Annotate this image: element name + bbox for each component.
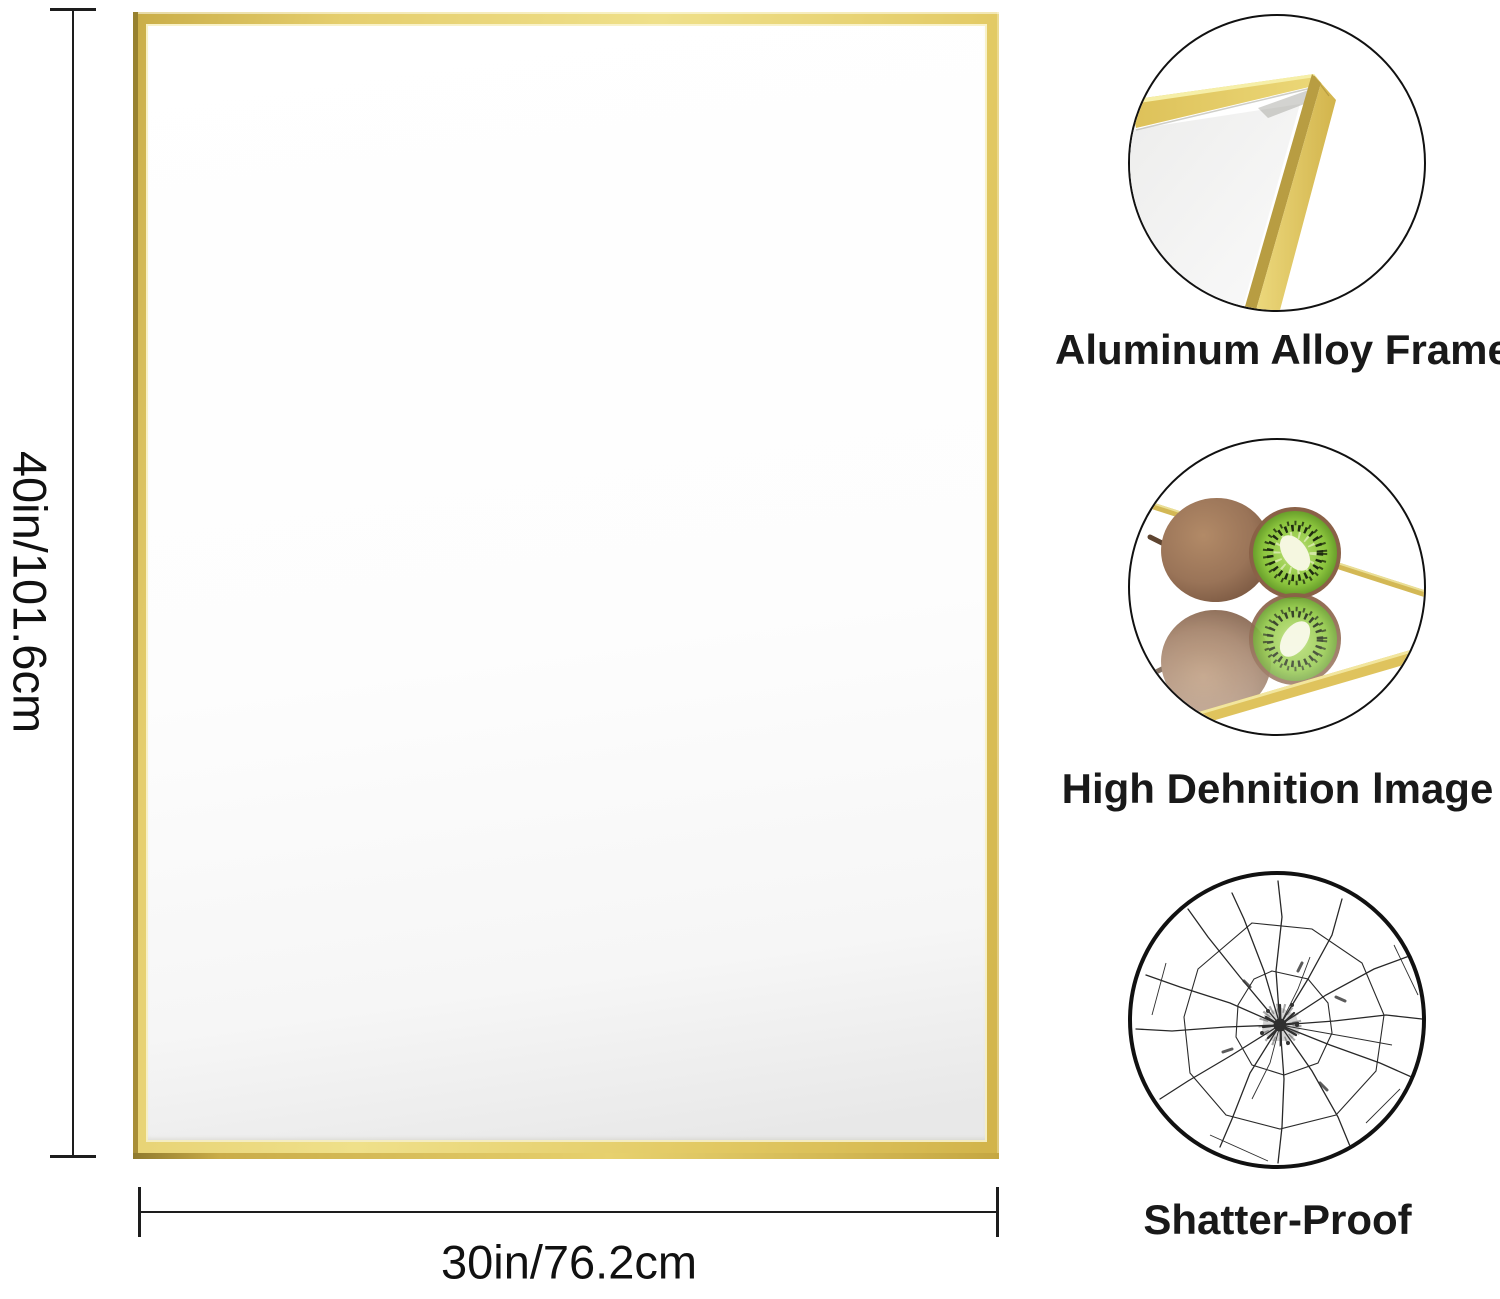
- feature-circle-hd: [1128, 438, 1426, 736]
- kiwi-reflection-icon: [1130, 495, 1424, 734]
- feature-label: Aluminum Alloy Frame: [1055, 326, 1500, 373]
- feature-label: Shatter-Proof: [1143, 1196, 1412, 1243]
- mirror-frame: [133, 12, 999, 1159]
- feature-circle-frame: [1128, 14, 1426, 312]
- feature-circle-shatterproof: [1128, 871, 1426, 1169]
- frame-corner-icon: [1130, 74, 1336, 310]
- height-dimension-line: [50, 8, 96, 1158]
- shattered-glass-icon: [1135, 880, 1422, 1164]
- width-dimension-label: 30in/76.2cm: [440, 1235, 698, 1289]
- width-dimension-line: [138, 1187, 999, 1237]
- feature-label: High Dehnition lmage: [1061, 765, 1494, 812]
- height-dimension-label: 40in/101.6cm: [3, 450, 57, 734]
- mirror-glass: [146, 24, 987, 1142]
